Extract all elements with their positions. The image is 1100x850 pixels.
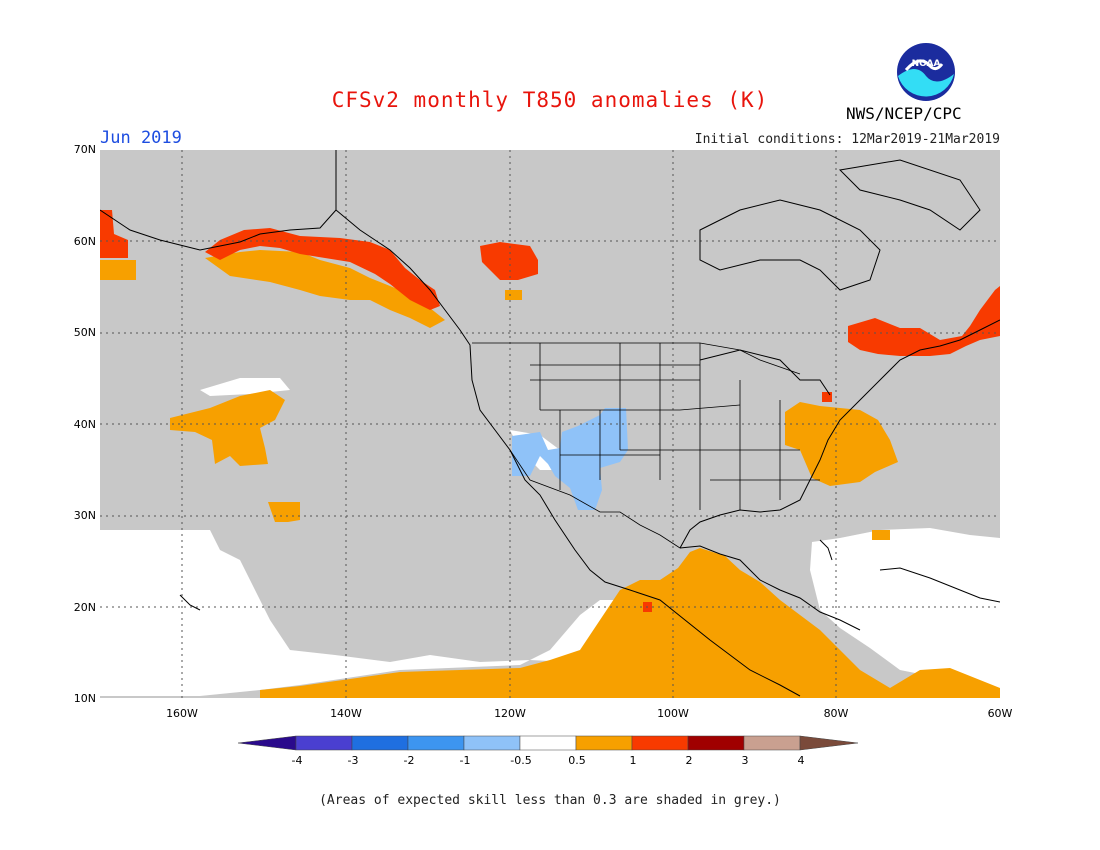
lat-label-50n: 50N [73, 326, 96, 339]
month-label: Jun 2019 [100, 128, 182, 148]
lat-label-40n: 40N [73, 418, 96, 431]
footnote: (Areas of expected skill less than 0.3 a… [319, 793, 781, 808]
noaa-logo: NOAA [897, 43, 955, 101]
initial-conditions-label: Initial conditions: 12Mar2019-21Mar2019 [694, 132, 1000, 147]
graticule [100, 150, 1000, 698]
colorbar [238, 735, 859, 751]
lon-label-160w: 160W [166, 707, 198, 720]
lat-label-60n: 60N [73, 235, 96, 248]
colorbar-cell [687, 735, 745, 751]
colorbar-label: 4 [797, 754, 805, 767]
colorbar-cell [575, 735, 633, 751]
anomaly-map [100, 150, 1000, 698]
noaa-logo-text: NOAA [912, 59, 941, 69]
warm-anomaly-0p5-1-regions [100, 250, 1000, 698]
coastlines [100, 150, 1000, 697]
colorbar-label: 3 [741, 754, 749, 767]
colorbar-label: -3 [347, 754, 359, 767]
lon-label-120w: 120W [494, 707, 526, 720]
colorbar-label: 1 [629, 754, 637, 767]
colorbar-label: -1 [459, 754, 471, 767]
colorbar-label: -2 [403, 754, 415, 767]
lat-label-20n: 20N [73, 601, 96, 614]
colorbar-cell [407, 735, 465, 751]
agency-label: NWS/NCEP/CPC [846, 104, 962, 123]
colorbar-cell [351, 735, 409, 751]
chart-title: CFSv2 monthly T850 anomalies (K) [331, 88, 769, 112]
colorbar-cell [463, 735, 521, 751]
colorbar-cell [799, 735, 859, 751]
colorbar-label: 2 [685, 754, 693, 767]
colorbar-cell [238, 735, 297, 751]
lon-label-140w: 140W [330, 707, 362, 720]
colorbar-label: -4 [291, 754, 303, 767]
lon-label-60w: 60W [987, 707, 1013, 720]
lon-label-100w: 100W [657, 707, 689, 720]
colorbar-cell [295, 735, 353, 751]
lon-label-80w: 80W [823, 707, 849, 720]
political-borders [472, 342, 820, 549]
cool-anomaly-regions [512, 408, 628, 510]
colorbar-label: -0.5 [510, 754, 532, 767]
lat-label-10n: 10N [73, 692, 96, 705]
lat-label-30n: 30N [73, 509, 96, 522]
colorbar-label: 0.5 [568, 754, 586, 767]
lat-label-70n: 70N [73, 143, 96, 156]
colorbar-cell [743, 735, 801, 751]
colorbar-cell [519, 735, 577, 751]
colorbar-cell [631, 735, 689, 751]
